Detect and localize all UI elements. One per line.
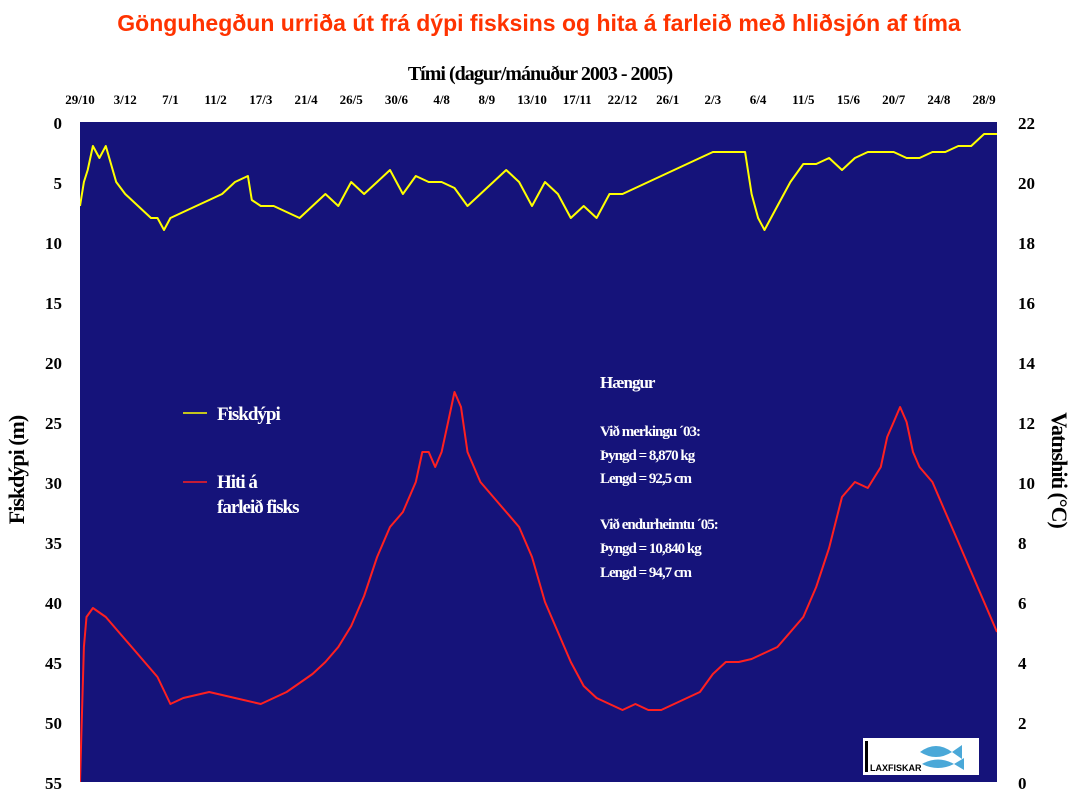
y-tick-label: 5 bbox=[54, 174, 63, 193]
info-box: Hængur Við merkingu ´03: Þyngd = 8,870 k… bbox=[600, 373, 719, 581]
plot-area bbox=[80, 122, 997, 782]
y-tick-label: 45 bbox=[45, 654, 62, 673]
logo-text: LAXFISKAR bbox=[870, 763, 922, 773]
x-tick-label: 17/11 bbox=[563, 92, 592, 107]
info-line: Þyngd = 10,840 kg bbox=[600, 541, 702, 557]
y-tick-label: 0 bbox=[54, 114, 63, 133]
x-tick-label: 3/12 bbox=[114, 92, 137, 107]
info-title: Hængur bbox=[600, 373, 656, 392]
info-line: Lengd = 94,7 cm bbox=[600, 565, 693, 581]
x-tick-label: 7/1 bbox=[162, 92, 179, 107]
y2-tick-label: 8 bbox=[1018, 534, 1027, 553]
y-tick-label: 10 bbox=[45, 234, 62, 253]
y2-tick-label: 20 bbox=[1018, 174, 1035, 193]
y2-axis-title: Vatnshiti (°C) bbox=[1047, 412, 1072, 528]
y-tick-label: 40 bbox=[45, 594, 62, 613]
y-tick-label: 55 bbox=[45, 774, 62, 793]
y-tick-label: 50 bbox=[45, 714, 62, 733]
info-line: Lengd = 92,5 cm bbox=[600, 471, 693, 487]
x-tick-label: 4/8 bbox=[433, 92, 450, 107]
y-tick-label: 20 bbox=[45, 354, 62, 373]
y-tick-label: 15 bbox=[45, 294, 62, 313]
x-tick-label: 20/7 bbox=[882, 92, 906, 107]
y2-tick-label: 0 bbox=[1018, 774, 1027, 793]
logo-bar bbox=[865, 741, 868, 772]
fish-icon bbox=[920, 745, 964, 770]
legend-label-temp-line1: Hiti á bbox=[217, 472, 258, 493]
x-tick-label: 26/1 bbox=[656, 92, 679, 107]
x-tick-label: 11/2 bbox=[204, 92, 226, 107]
x-tick-label: 30/6 bbox=[385, 92, 409, 107]
series-layer bbox=[80, 133, 997, 782]
x-tick-label: 24/8 bbox=[927, 92, 951, 107]
legend: Fiskdýpi Hiti á farleið fisks bbox=[183, 404, 300, 518]
series-line-depth bbox=[80, 133, 997, 231]
x-tick-label: 6/4 bbox=[750, 92, 767, 107]
x-axis-title: Tími (dagur/mánuður 2003 - 2005) bbox=[408, 63, 673, 85]
logo: LAXFISKAR bbox=[863, 738, 979, 775]
y-tick-label: 25 bbox=[45, 414, 62, 433]
info-line: Við endurheimtu ´05: bbox=[600, 517, 718, 533]
x-tick-labels: 29/10 3/12 7/1 11/2 17/3 21/4 26/5 30/6 4/8 8/9 13… bbox=[65, 92, 996, 107]
y-tick-labels: 0 5 10 15 20 25 30 35 40 45 50 55 bbox=[45, 114, 62, 793]
y2-tick-label: 4 bbox=[1018, 654, 1027, 673]
y2-tick-labels: 0 2 4 6 8 10 12 14 16 18 20 22 bbox=[1018, 114, 1036, 793]
info-line: Við merkingu ´03: bbox=[600, 424, 700, 440]
x-tick-label: 21/4 bbox=[294, 92, 318, 107]
x-tick-label: 28/9 bbox=[973, 92, 997, 107]
page-title: Gönguhegðun urriða út frá dýpi fisksins … bbox=[117, 10, 961, 36]
x-tick-label: 13/10 bbox=[517, 92, 547, 107]
x-tick-label: 29/10 bbox=[65, 92, 95, 107]
y2-tick-label: 18 bbox=[1018, 234, 1035, 253]
y2-tick-label: 22 bbox=[1018, 114, 1035, 133]
legend-label-temp-line2: farleið fisks bbox=[217, 497, 299, 518]
x-tick-label: 22/12 bbox=[608, 92, 638, 107]
y-tick-label: 30 bbox=[45, 474, 62, 493]
x-tick-label: 15/6 bbox=[837, 92, 861, 107]
y2-tick-label: 2 bbox=[1018, 714, 1027, 733]
y2-tick-label: 14 bbox=[1018, 354, 1036, 373]
x-tick-label: 26/5 bbox=[340, 92, 364, 107]
info-line: Þyngd = 8,870 kg bbox=[600, 448, 696, 464]
y-tick-label: 35 bbox=[45, 534, 62, 553]
x-tick-label: 11/5 bbox=[792, 92, 815, 107]
x-tick-label: 8/9 bbox=[479, 92, 496, 107]
y2-tick-label: 12 bbox=[1018, 414, 1035, 433]
legend-label-depth: Fiskdýpi bbox=[217, 404, 280, 425]
x-tick-label: 2/3 bbox=[705, 92, 722, 107]
x-tick-label: 17/3 bbox=[249, 92, 273, 107]
y2-tick-label: 16 bbox=[1018, 294, 1035, 313]
y-axis-title: Fiskdýpi (m) bbox=[4, 415, 29, 524]
series-line-temperature bbox=[80, 391, 997, 782]
y2-tick-label: 6 bbox=[1018, 594, 1027, 613]
y2-tick-label: 10 bbox=[1018, 474, 1035, 493]
